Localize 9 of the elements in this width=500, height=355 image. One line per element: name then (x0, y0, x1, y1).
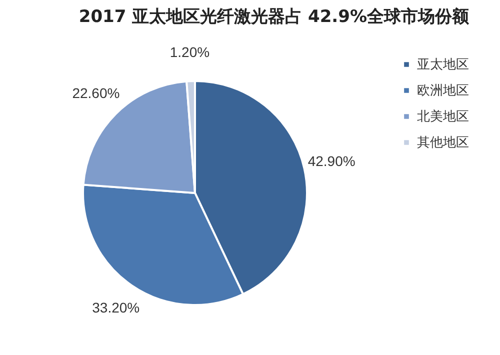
chart-title: 2017 亚太地区光纤激光器占 42.9%全球市场份额 (78, 7, 470, 28)
data-label: 1.20% (170, 44, 210, 60)
legend-label: 其他地区 (417, 136, 469, 150)
data-label: 22.60% (72, 85, 120, 102)
legend-label: 亚太地区 (417, 58, 469, 72)
legend-label: 欧洲地区 (417, 84, 469, 98)
data-label: 33.20% (92, 299, 140, 316)
legend-label: 北美地区 (417, 108, 469, 124)
data-label: 42.90% (308, 153, 356, 170)
